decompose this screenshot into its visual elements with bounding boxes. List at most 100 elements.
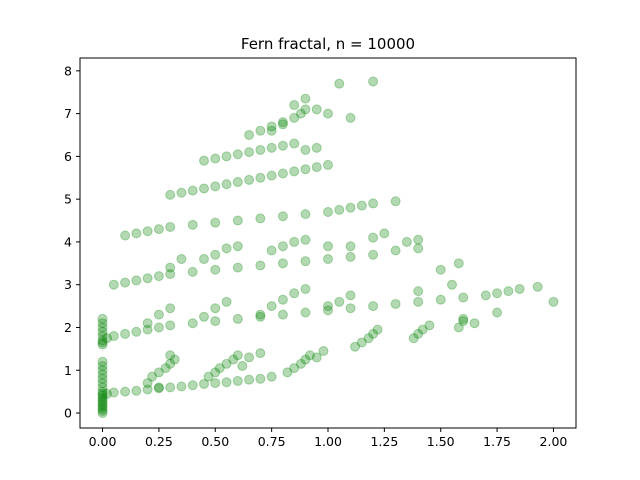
data-point — [390, 298, 401, 309]
data-point — [165, 221, 176, 232]
x-tick-label: 0.75 — [258, 434, 286, 449]
data-point — [532, 281, 543, 292]
data-point — [165, 303, 176, 314]
x-tick-label: 0.50 — [201, 434, 229, 449]
x-tick-label: 0.00 — [89, 434, 117, 449]
data-point — [228, 354, 239, 365]
y-tick-label: 6 — [64, 149, 72, 164]
data-point — [176, 381, 187, 392]
data-point — [187, 266, 198, 277]
data-point — [131, 275, 142, 286]
data-point — [97, 397, 108, 408]
data-point — [323, 301, 333, 312]
data-point — [165, 269, 176, 280]
chart-title: Fern fractal, n = 10000 — [241, 35, 415, 53]
data-point — [214, 363, 225, 374]
data-point — [244, 352, 255, 363]
data-point — [323, 241, 333, 252]
data-point — [153, 367, 164, 378]
data-point — [289, 236, 300, 247]
data-point — [97, 335, 108, 346]
data-point — [413, 234, 424, 245]
data-point — [503, 286, 514, 297]
data-point — [108, 331, 119, 342]
data-point — [97, 393, 108, 404]
data-point — [221, 296, 232, 307]
y-tick-label: 0 — [64, 406, 72, 421]
y-tick-label: 5 — [64, 192, 72, 207]
data-point — [356, 200, 367, 211]
x-axis: 0.00 0.25 0.50 0.75 1.00 1.25 1.50 1.75 2.00 — [89, 428, 567, 449]
data-point — [408, 333, 419, 344]
data-point — [289, 112, 300, 123]
data-point — [304, 350, 315, 361]
data-point — [300, 93, 311, 104]
data-point — [368, 301, 379, 312]
data-point — [255, 373, 266, 384]
y-tick-label: 8 — [64, 63, 72, 78]
data-point — [345, 241, 356, 252]
data-point — [255, 309, 266, 320]
data-point — [97, 408, 108, 419]
x-tick-label: 1.75 — [483, 434, 511, 449]
y-tick-label: 3 — [64, 277, 72, 292]
data-point — [169, 354, 180, 365]
data-point — [153, 322, 164, 333]
data-point — [413, 296, 424, 307]
data-point — [232, 149, 243, 160]
data-point — [187, 380, 198, 391]
data-point — [289, 363, 300, 374]
data-point — [390, 196, 401, 207]
data-point — [187, 318, 198, 329]
data-point — [266, 170, 277, 181]
data-point — [108, 279, 119, 290]
data-point — [108, 387, 119, 398]
data-point — [199, 183, 209, 194]
data-point — [120, 386, 131, 397]
data-point — [97, 318, 108, 329]
data-point — [255, 125, 266, 136]
data-point — [368, 232, 379, 243]
data-point — [97, 403, 108, 414]
data-point — [266, 371, 277, 382]
data-point — [232, 215, 243, 226]
data-point — [334, 204, 345, 215]
data-point — [289, 166, 300, 177]
data-point — [147, 371, 158, 382]
data-point — [311, 162, 322, 173]
data-point — [160, 363, 171, 374]
data-point — [277, 140, 288, 151]
data-point — [237, 360, 248, 371]
data-point — [153, 224, 164, 235]
data-point — [417, 324, 428, 335]
data-point — [187, 185, 198, 196]
data-point — [277, 241, 288, 252]
data-point — [401, 236, 412, 247]
y-tick-label: 4 — [64, 234, 72, 249]
data-point — [153, 309, 164, 320]
data-point — [295, 108, 306, 119]
data-point — [363, 333, 374, 344]
data-point — [435, 264, 446, 275]
data-point — [102, 388, 113, 399]
data-point — [210, 367, 221, 378]
x-tick-label: 1.25 — [370, 434, 398, 449]
data-point — [97, 337, 108, 348]
data-point — [413, 286, 424, 297]
x-tick-label: 1.00 — [314, 434, 342, 449]
data-point — [368, 76, 379, 87]
data-point — [345, 251, 356, 262]
data-point — [102, 333, 113, 344]
data-point — [97, 373, 108, 384]
data-point — [97, 386, 108, 397]
data-point — [153, 383, 164, 394]
y-axis: 0 1 2 3 4 5 6 7 8 — [64, 63, 80, 421]
data-point — [153, 271, 164, 282]
data-point — [300, 307, 311, 318]
data-point — [176, 254, 187, 265]
data-point — [165, 358, 176, 369]
data-point — [350, 341, 361, 352]
x-tick-label: 1.50 — [427, 434, 455, 449]
data-point — [323, 254, 333, 265]
